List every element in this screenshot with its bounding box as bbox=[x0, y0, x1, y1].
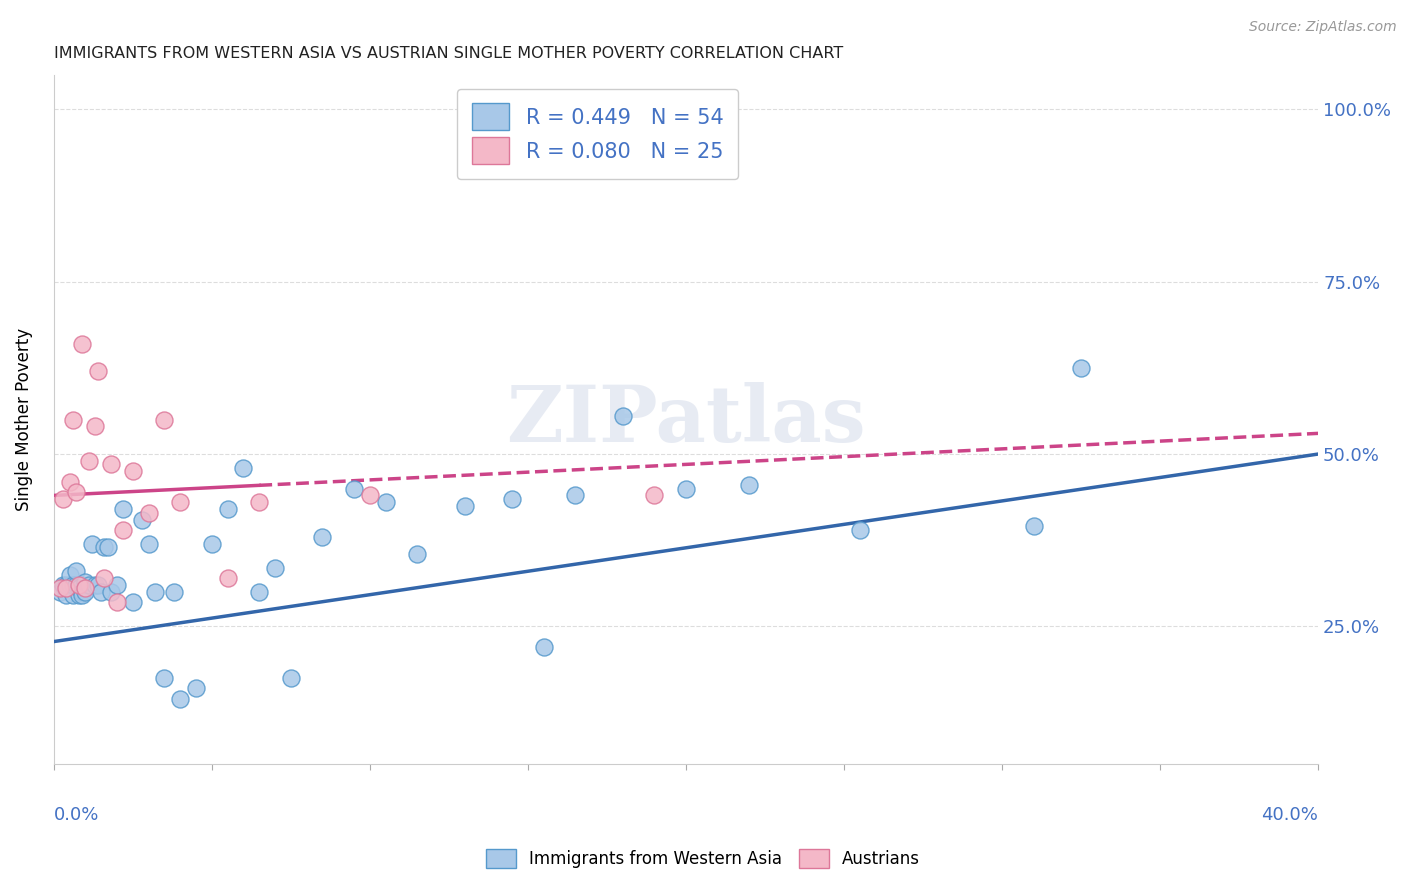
Point bbox=[55, 582, 77, 596]
Point bbox=[501, 491, 523, 506]
Point bbox=[153, 671, 176, 685]
Point bbox=[75, 582, 97, 596]
Point bbox=[217, 502, 239, 516]
Point bbox=[343, 482, 366, 496]
Point bbox=[90, 585, 112, 599]
Point bbox=[49, 585, 72, 599]
Point bbox=[84, 419, 107, 434]
Point bbox=[62, 588, 84, 602]
Point bbox=[49, 582, 72, 596]
Point bbox=[75, 585, 97, 599]
Legend: Immigrants from Western Asia, Austrians: Immigrants from Western Asia, Austrians bbox=[479, 842, 927, 875]
Point bbox=[105, 595, 128, 609]
Point bbox=[62, 578, 84, 592]
Point bbox=[264, 561, 287, 575]
Point bbox=[121, 595, 143, 609]
Point bbox=[93, 540, 115, 554]
Point bbox=[143, 585, 166, 599]
Point bbox=[87, 578, 110, 592]
Point bbox=[374, 495, 396, 509]
Legend: R = 0.449   N = 54, R = 0.080   N = 25: R = 0.449 N = 54, R = 0.080 N = 25 bbox=[457, 88, 738, 178]
Point bbox=[52, 491, 75, 506]
Point bbox=[454, 499, 477, 513]
Y-axis label: Single Mother Poverty: Single Mother Poverty bbox=[15, 328, 32, 511]
Point bbox=[311, 530, 333, 544]
Point bbox=[75, 574, 97, 589]
Point bbox=[77, 578, 100, 592]
Point bbox=[247, 495, 270, 509]
Point bbox=[406, 547, 429, 561]
Point bbox=[52, 578, 75, 592]
Point bbox=[67, 588, 90, 602]
Point bbox=[533, 640, 555, 654]
Point bbox=[72, 588, 94, 602]
Point bbox=[643, 488, 665, 502]
Point bbox=[169, 691, 191, 706]
Text: ZIPatlas: ZIPatlas bbox=[506, 382, 866, 458]
Point bbox=[55, 578, 77, 592]
Text: Source: ZipAtlas.com: Source: ZipAtlas.com bbox=[1249, 20, 1396, 34]
Point bbox=[65, 485, 87, 500]
Point bbox=[93, 571, 115, 585]
Point bbox=[153, 412, 176, 426]
Point bbox=[217, 571, 239, 585]
Point bbox=[201, 536, 224, 550]
Point bbox=[55, 588, 77, 602]
Point bbox=[612, 409, 634, 424]
Point bbox=[77, 454, 100, 468]
Point bbox=[280, 671, 302, 685]
Point bbox=[247, 585, 270, 599]
Point bbox=[690, 123, 713, 137]
Point bbox=[84, 578, 107, 592]
Point bbox=[100, 458, 122, 472]
Point bbox=[72, 336, 94, 351]
Point bbox=[564, 488, 586, 502]
Point bbox=[675, 482, 697, 496]
Point bbox=[80, 536, 103, 550]
Point bbox=[59, 578, 82, 592]
Point bbox=[62, 412, 84, 426]
Point bbox=[138, 506, 160, 520]
Point bbox=[738, 478, 761, 492]
Point bbox=[65, 578, 87, 592]
Text: IMMIGRANTS FROM WESTERN ASIA VS AUSTRIAN SINGLE MOTHER POVERTY CORRELATION CHART: IMMIGRANTS FROM WESTERN ASIA VS AUSTRIAN… bbox=[53, 46, 844, 62]
Point bbox=[105, 578, 128, 592]
Point bbox=[112, 523, 135, 537]
Point bbox=[169, 495, 191, 509]
Point bbox=[100, 585, 122, 599]
Point bbox=[1022, 519, 1045, 533]
Point bbox=[359, 488, 381, 502]
Point bbox=[72, 585, 94, 599]
Point bbox=[97, 540, 120, 554]
Point bbox=[849, 523, 872, 537]
Point bbox=[1070, 360, 1092, 375]
Point bbox=[184, 681, 207, 696]
Point bbox=[138, 536, 160, 550]
Point bbox=[121, 464, 143, 478]
Point bbox=[59, 567, 82, 582]
Text: 40.0%: 40.0% bbox=[1261, 805, 1319, 823]
Point bbox=[65, 564, 87, 578]
Point bbox=[59, 475, 82, 489]
Point bbox=[112, 502, 135, 516]
Text: 0.0%: 0.0% bbox=[53, 805, 100, 823]
Point bbox=[67, 578, 90, 592]
Point bbox=[87, 364, 110, 378]
Point bbox=[232, 460, 254, 475]
Point bbox=[131, 512, 153, 526]
Point bbox=[67, 582, 90, 596]
Point bbox=[163, 585, 186, 599]
